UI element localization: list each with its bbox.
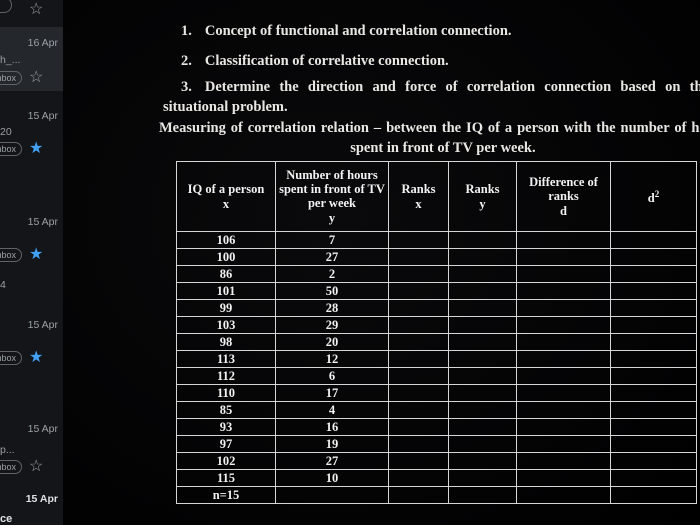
star-filled-icon[interactable]: ★: [29, 246, 44, 263]
table-row: 115 10: [176, 469, 697, 487]
sample-size-cell: n=15: [176, 486, 276, 504]
inbox-chip[interactable]: nbox: [0, 142, 22, 156]
inbox-chip[interactable]: nbox: [0, 248, 22, 262]
email-snippet[interactable]: 4: [0, 279, 6, 291]
email-date: 15 Apr: [27, 423, 58, 435]
inbox-chip[interactable]: nbox: [0, 71, 22, 85]
table-row: 93 16: [176, 418, 697, 436]
star-icon[interactable]: ☆: [29, 69, 44, 86]
star-icon[interactable]: ☆: [29, 458, 44, 475]
col-header-difference: Difference of ranks d: [516, 161, 611, 232]
col-header-iq: IQ of a person x: [176, 161, 276, 232]
table-row: 100 27: [176, 248, 697, 266]
table-row: 101 50: [176, 282, 697, 300]
email-snippet[interactable]: ce: [0, 513, 13, 525]
table-row: 86 2: [176, 265, 697, 283]
star-filled-icon[interactable]: ★: [29, 140, 44, 157]
table-footer-row: n=15: [176, 486, 697, 504]
table-row: 112 6: [176, 367, 697, 385]
email-date: 16 Apr: [27, 37, 58, 49]
table-row: 99 28: [176, 299, 697, 317]
list-text: Concept of functional and correlation co…: [204, 23, 512, 39]
table-row: 110 17: [176, 384, 697, 402]
email-sidebar: ☆ 16 Apr h_... nbox ☆ 15 Apr 20 nbox ★ 1…: [0, 0, 64, 525]
table-row: 106 7: [176, 231, 697, 249]
star-icon[interactable]: ☆: [29, 1, 44, 18]
table-row: 98 20: [176, 333, 697, 351]
email-snippet[interactable]: 20: [0, 126, 12, 138]
star-filled-icon[interactable]: ★: [29, 349, 44, 366]
email-date: 15 Apr: [27, 110, 58, 122]
table-row: 102 27: [176, 452, 697, 470]
email-date: 15 Apr: [27, 216, 58, 228]
list-number: 3.: [181, 79, 192, 95]
email-row-highlight[interactable]: [0, 27, 63, 91]
table-header-row: IQ of a person x Number of hours spent in…: [176, 161, 697, 232]
correlation-table: IQ of a person x Number of hours spent in…: [176, 161, 697, 504]
list-item-3: 3. Determine the direction and force of c…: [163, 78, 700, 117]
document-viewer: 1. Concept of functional and correlation …: [63, 0, 700, 525]
table-row: 113 12: [176, 350, 697, 368]
col-header-ranks-y: Ranks y: [448, 161, 517, 232]
table-row: 103 29: [176, 316, 697, 334]
col-header-ranks-x: Ranks x: [388, 161, 449, 232]
list-number: 2.: [181, 53, 192, 69]
list-number: 1.: [181, 23, 192, 39]
col-header-d-squared: d2: [610, 161, 697, 232]
task-description: Measuring of correlation relation – betw…: [159, 120, 700, 156]
inbox-chip[interactable]: nbox: [0, 351, 22, 365]
table-row: 85 4: [176, 401, 697, 419]
col-header-hours: Number of hours spent in front of TV per…: [275, 161, 389, 232]
table-row: 97 19: [176, 435, 697, 453]
list-text: Determine the direction and force of cor…: [163, 79, 700, 115]
list-item-2: 2. Classification of correlative connecti…: [163, 52, 700, 72]
email-date: 15 Apr: [27, 319, 58, 331]
email-snippet[interactable]: p...: [0, 444, 15, 456]
list-text: Classification of correlative connection…: [204, 53, 449, 69]
inbox-chip[interactable]: nbox: [0, 460, 22, 474]
email-snippet[interactable]: h_...: [0, 54, 21, 66]
list-item-1: 1. Concept of functional and correlation …: [163, 22, 700, 42]
inbox-chip-fragment: [0, 0, 12, 13]
email-date-unread: 15 Apr: [25, 493, 58, 505]
